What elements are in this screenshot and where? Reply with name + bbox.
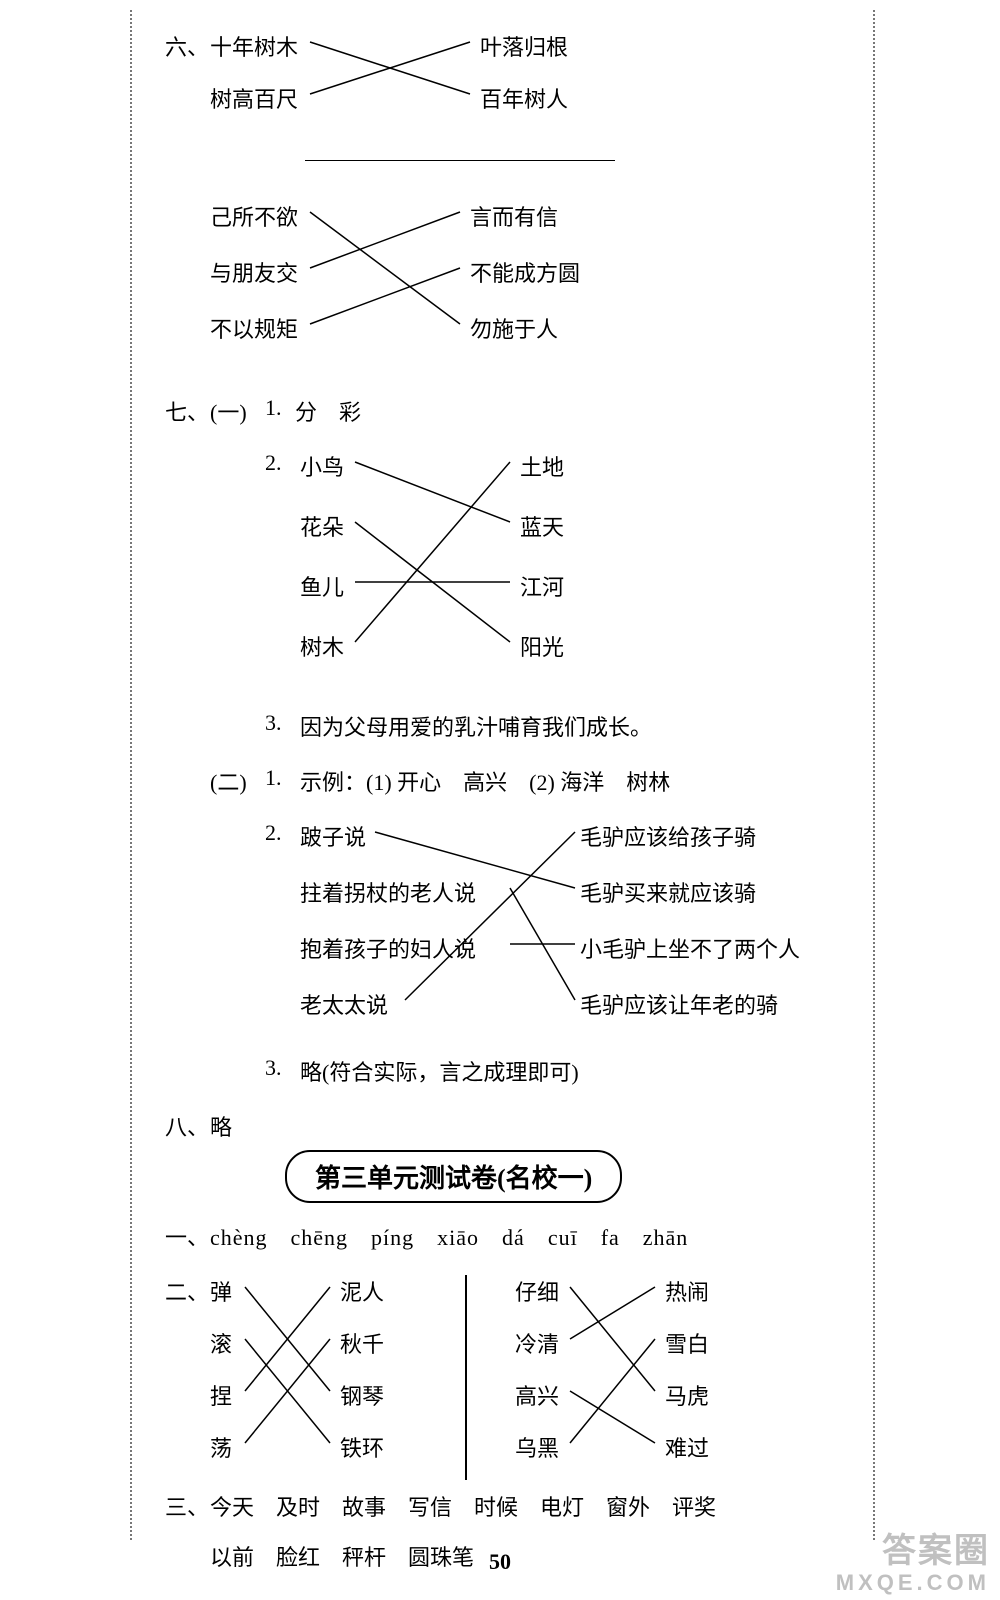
q7-part2: (二) (210, 765, 247, 797)
match-right-item: 不能成方圆 (470, 256, 580, 288)
content-area: 六、 十年树木树高百尺 叶落归根百年树人 己所不欲与朋友交不以规矩 言而有信不能成方… (165, 30, 845, 1530)
match-right-item: 土地 (520, 450, 564, 482)
q7-a1-num: 1. (265, 395, 282, 421)
q7-b3-text: 略(符合实际，言之成理即可) (300, 1055, 579, 1087)
match-right-item: 热闹 (665, 1275, 709, 1307)
u3-q2-groupA: 弹滚捏荡 泥人秋千钢琴铁环 (210, 1275, 420, 1485)
match-left-item: 弹 (210, 1275, 232, 1307)
q6-match1: 十年树木树高百尺 叶落归根百年树人 (210, 30, 610, 140)
q8-text: 略 (210, 1110, 232, 1142)
q7-a2-num: 2. (265, 450, 282, 476)
q6-label: 六、 (165, 30, 209, 62)
q7-b1-num: 1. (265, 765, 282, 791)
q8-label: 八、 (165, 1110, 209, 1142)
q7-label: 七、 (165, 395, 209, 427)
q7-a3-text: 因为父母用爱的乳汁哺育我们成长。 (300, 710, 652, 742)
match-right-item: 言而有信 (470, 200, 558, 232)
q6-match2: 己所不欲与朋友交不以规矩 言而有信不能成方圆勿施于人 (210, 200, 610, 370)
q7-part1: (一) (210, 395, 247, 427)
match-left-item: 老太太说 (300, 988, 388, 1020)
watermark-line2: MXQE.COM (836, 1571, 990, 1595)
match-right-item: 毛驴应该给孩子骑 (580, 820, 756, 852)
match-right-item: 毛驴应该让年老的骑 (580, 988, 778, 1020)
q7-a1-text: 分 彩 (295, 395, 361, 427)
match-left-item: 捏 (210, 1379, 232, 1411)
match-right-item: 马虎 (665, 1379, 709, 1411)
match-left-item: 荡 (210, 1431, 232, 1463)
match-right-item: 百年树人 (480, 82, 568, 114)
u3-q1-label: 一、 (165, 1220, 209, 1252)
match-right-item: 雪白 (665, 1327, 709, 1359)
match-left-item: 十年树木 (210, 30, 298, 62)
u3-q2-label: 二、 (165, 1275, 209, 1307)
unit3-title: 第三单元测试卷(名校一) (285, 1150, 622, 1203)
match-right-item: 叶落归根 (480, 30, 568, 62)
q7-a2-match: 小鸟花朵鱼儿树木 土地蓝天江河阳光 (300, 450, 600, 690)
match-left-item: 己所不欲 (210, 200, 298, 232)
q7-a3-num: 3. (265, 710, 282, 736)
match-left-item: 鱼儿 (300, 570, 344, 602)
watermark-line1: 答案圈 (836, 1533, 990, 1570)
match-left-item: 花朵 (300, 510, 344, 542)
match-left-item: 树高百尺 (210, 82, 298, 114)
u3-q2-groupB: 仔细冷清高兴乌黑 热闹雪白马虎难过 (515, 1275, 745, 1485)
page: 六、 十年树木树高百尺 叶落归根百年树人 己所不欲与朋友交不以规矩 言而有信不能成方… (0, 0, 1000, 1600)
match-right-item: 勿施于人 (470, 312, 558, 344)
match-left-item: 高兴 (515, 1379, 559, 1411)
q7-b2-match: 跛子说拄着拐杖的老人说抱着孩子的妇人说老太太说 毛驴应该给孩子骑毛驴买来就应该骑小… (300, 820, 860, 1045)
match-right-item: 钢琴 (340, 1379, 384, 1411)
match-left-item: 冷清 (515, 1327, 559, 1359)
match-right-item: 江河 (520, 570, 564, 602)
q6-underline (305, 160, 615, 161)
q7-b1-text: 示例：(1) 开心 高兴 (2) 海洋 树林 (300, 765, 670, 797)
match-left-item: 仔细 (515, 1275, 559, 1307)
u3-q2-divider (465, 1275, 467, 1480)
right-dotted-border (873, 10, 875, 1540)
q7-b2-num: 2. (265, 820, 282, 846)
match-right-item: 难过 (665, 1431, 709, 1463)
match-left-item: 小鸟 (300, 450, 344, 482)
match-left-item: 与朋友交 (210, 256, 298, 288)
match-right-item: 泥人 (340, 1275, 384, 1307)
u3-q3-line1: 今天 及时 故事 写信 时候 电灯 窗外 评奖 (210, 1490, 716, 1522)
match-right-item: 铁环 (340, 1431, 384, 1463)
match-right-item: 小毛驴上坐不了两个人 (580, 932, 800, 964)
match-left-item: 不以规矩 (210, 312, 298, 344)
match-left-item: 乌黑 (515, 1431, 559, 1463)
match-left-item: 抱着孩子的妇人说 (300, 932, 476, 964)
u3-q1-text: chèng chēng píng xiāo dá cuī fa zhān (210, 1220, 688, 1252)
match-right-item: 毛驴买来就应该骑 (580, 876, 756, 908)
match-left-item: 拄着拐杖的老人说 (300, 876, 476, 908)
match-left-item: 树木 (300, 630, 344, 662)
match-right-item: 阳光 (520, 630, 564, 662)
left-dotted-border (130, 10, 132, 1540)
watermark: 答案圈 MXQE.COM (836, 1533, 990, 1595)
u3-q3-label: 三、 (165, 1490, 209, 1522)
match-left-item: 滚 (210, 1327, 232, 1359)
q7-b3-num: 3. (265, 1055, 282, 1081)
match-right-item: 蓝天 (520, 510, 564, 542)
match-left-item: 跛子说 (300, 820, 366, 852)
match-right-item: 秋千 (340, 1327, 384, 1359)
